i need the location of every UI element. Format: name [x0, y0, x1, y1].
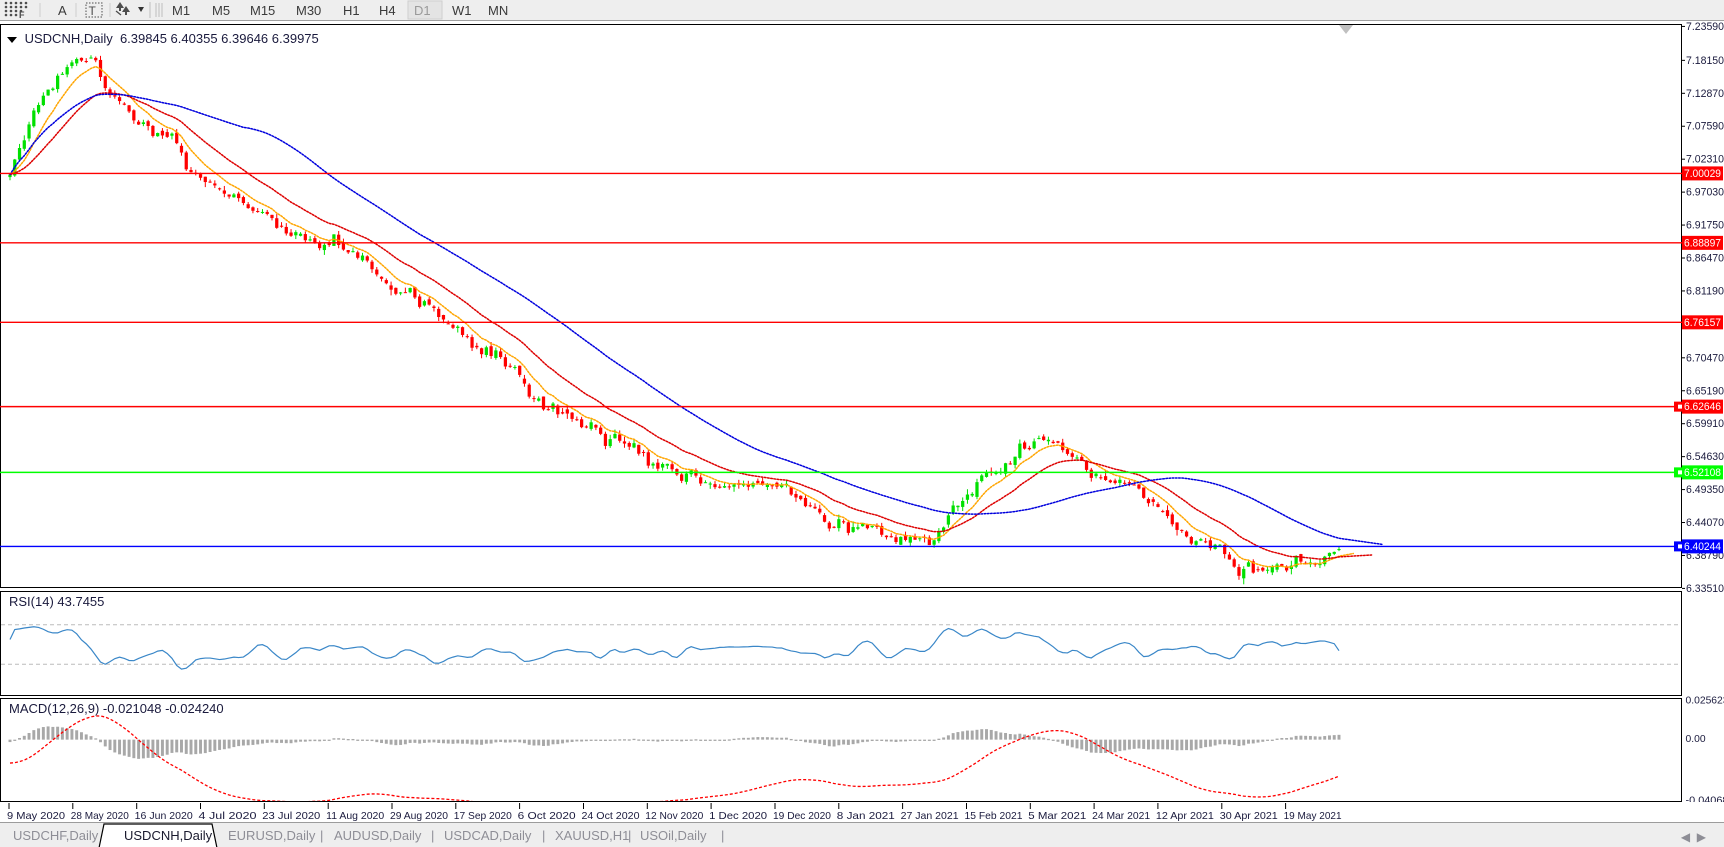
svg-text:6 Oct 2020: 6 Oct 2020	[518, 811, 576, 822]
svg-text:7.02310: 7.02310	[1686, 154, 1724, 166]
svg-text:H1: H1	[343, 3, 360, 18]
svg-text:H4: H4	[379, 3, 396, 18]
svg-text:15 Feb 2021: 15 Feb 2021	[965, 811, 1023, 822]
svg-text:0.00: 0.00	[1686, 734, 1706, 745]
svg-text:6.91750: 6.91750	[1686, 220, 1724, 232]
svg-text:7.00029: 7.00029	[1684, 168, 1721, 180]
svg-text:7.07590: 7.07590	[1686, 121, 1724, 133]
svg-text:6.81190: 6.81190	[1686, 285, 1724, 297]
svg-text:6.38790: 6.38790	[1686, 550, 1724, 562]
svg-text:5 Mar 2021: 5 Mar 2021	[1028, 811, 1086, 822]
svg-text:24 Oct 2020: 24 Oct 2020	[582, 811, 640, 822]
svg-text:6.33510: 6.33510	[1686, 583, 1724, 595]
svg-text:28 May 2020: 28 May 2020	[71, 811, 129, 822]
svg-text:6.65190: 6.65190	[1686, 385, 1724, 397]
svg-text:11 Aug 2020: 11 Aug 2020	[326, 811, 384, 822]
svg-text:6.86470: 6.86470	[1686, 253, 1724, 265]
svg-text:D1: D1	[414, 3, 431, 18]
svg-text:M1: M1	[172, 3, 190, 18]
svg-text:7.23590: 7.23590	[1686, 21, 1724, 33]
svg-text:6.76157: 6.76157	[1684, 317, 1721, 329]
svg-text:24 Mar 2021: 24 Mar 2021	[1092, 811, 1150, 822]
svg-text:4 Jul 2020: 4 Jul 2020	[199, 811, 257, 822]
svg-text:16 Jun 2020: 16 Jun 2020	[135, 811, 193, 822]
svg-text:6.49350: 6.49350	[1686, 484, 1724, 496]
svg-text:6.52108: 6.52108	[1684, 467, 1721, 479]
svg-text:6.54630: 6.54630	[1686, 451, 1724, 463]
svg-text:MN: MN	[488, 3, 508, 18]
svg-text:7.18150: 7.18150	[1686, 55, 1724, 67]
svg-text:6.88897: 6.88897	[1684, 237, 1721, 249]
svg-text:6.59910: 6.59910	[1686, 418, 1724, 430]
svg-text:0.025623: 0.025623	[1686, 696, 1724, 707]
svg-text:6.62646: 6.62646	[1684, 401, 1721, 413]
svg-text:17 Sep 2020: 17 Sep 2020	[454, 811, 512, 822]
svg-text:30 Apr 2021: 30 Apr 2021	[1220, 811, 1278, 822]
svg-text:12 Nov 2020: 12 Nov 2020	[645, 811, 703, 822]
svg-text:M15: M15	[250, 3, 275, 18]
svg-text:6.70470: 6.70470	[1686, 352, 1724, 364]
svg-text:9 May 2020: 9 May 2020	[7, 811, 65, 822]
svg-text:T: T	[89, 4, 97, 18]
svg-text:27 Jan 2021: 27 Jan 2021	[901, 811, 959, 822]
svg-text:A: A	[58, 3, 67, 18]
svg-text:6.97030: 6.97030	[1686, 187, 1724, 199]
svg-text:12 Apr 2021: 12 Apr 2021	[1156, 811, 1214, 822]
svg-text:23 Jul 2020: 23 Jul 2020	[262, 811, 320, 822]
svg-text:19 May 2021: 19 May 2021	[1284, 811, 1342, 822]
svg-text:8 Jan 2021: 8 Jan 2021	[837, 811, 895, 822]
svg-text:1 Dec 2020: 1 Dec 2020	[709, 811, 767, 822]
svg-text:19 Dec 2020: 19 Dec 2020	[773, 811, 831, 822]
svg-text:W1: W1	[452, 3, 472, 18]
svg-text:29 Aug 2020: 29 Aug 2020	[390, 811, 448, 822]
svg-text:6.44070: 6.44070	[1686, 517, 1724, 529]
svg-text:7.12870: 7.12870	[1686, 88, 1724, 100]
svg-text:6.40244: 6.40244	[1684, 541, 1721, 553]
svg-text:F: F	[19, 10, 25, 20]
svg-text:M5: M5	[212, 3, 230, 18]
svg-text:M30: M30	[296, 3, 321, 18]
